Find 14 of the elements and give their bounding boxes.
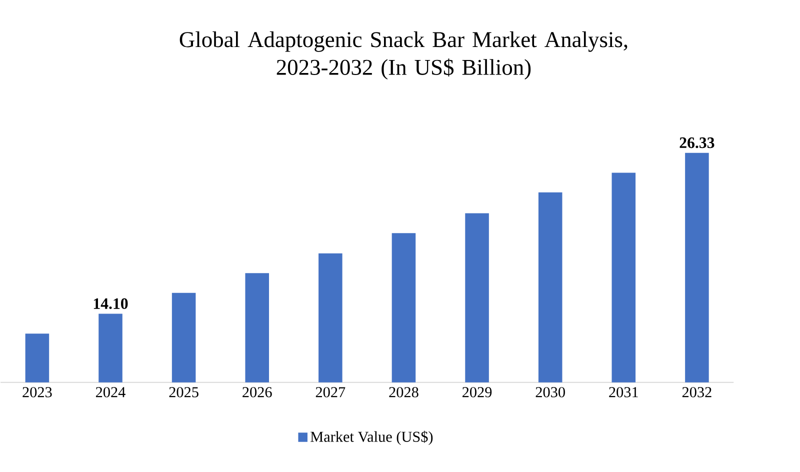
data-label: 26.33	[680, 138, 714, 148]
x-tick-label: 2025	[169, 387, 198, 398]
x-tick-label: 2026	[242, 387, 272, 398]
x-tick-label: 2023	[22, 387, 52, 398]
x-tick-label: 2028	[389, 387, 418, 398]
legend-label: Market Value (US$)	[310, 430, 433, 446]
chart-title: Global Adaptogenic Snack Bar Market Analysis, 2023-2032 (In US$ Billion)	[180, 32, 628, 80]
x-tick-label: 2029	[462, 387, 492, 398]
x-tick-label: 2031	[609, 387, 638, 398]
x-tick-label: 2024	[96, 387, 126, 398]
x-tick-label: 2027	[316, 387, 346, 398]
x-tick-label: 2030	[536, 387, 565, 398]
data-label: 14.10	[94, 298, 128, 310]
x-tick-label: 2032	[682, 387, 712, 398]
